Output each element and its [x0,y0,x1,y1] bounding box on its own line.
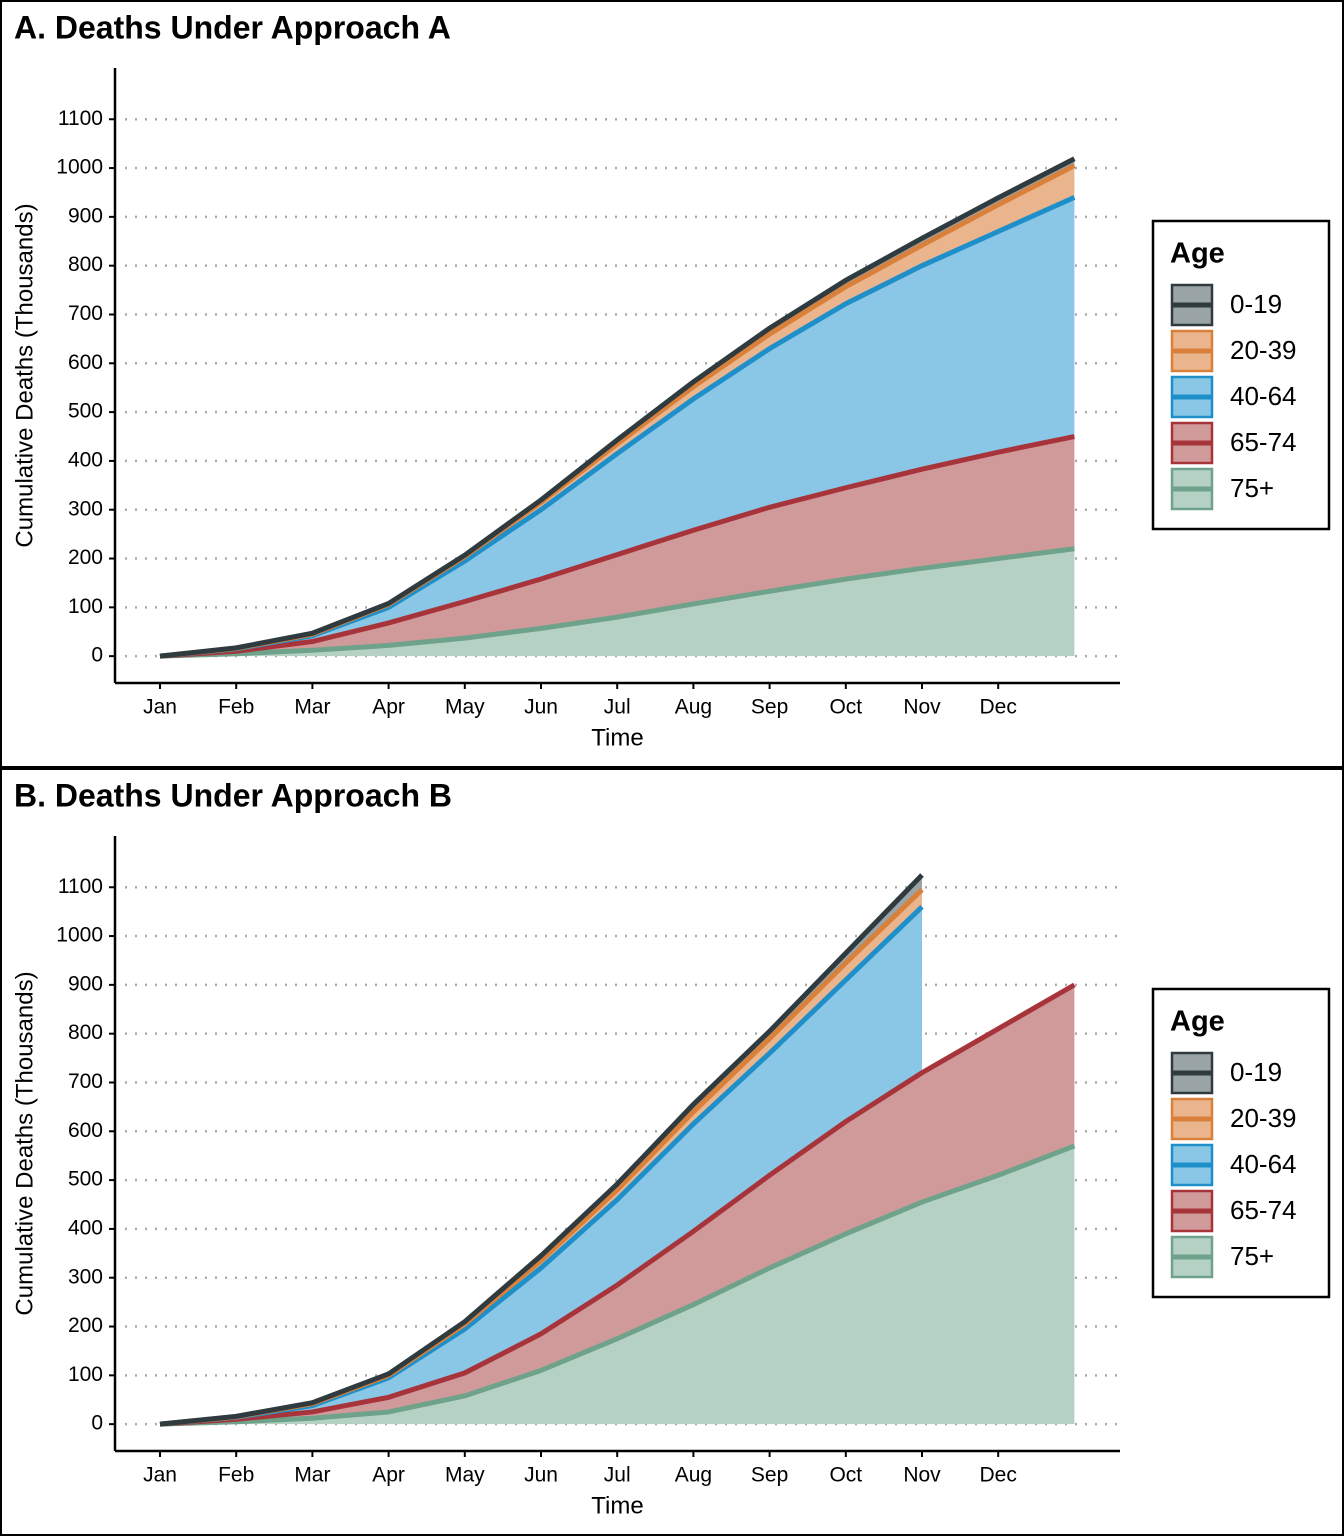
x-tick-label: Nov [903,696,941,719]
legend-title: Age [1170,1006,1225,1038]
y-tick-label: 700 [68,302,103,325]
panel: B. Deaths Under Approach B 0 100 200 300 400 5… [0,768,1344,1536]
legend-title: Age [1170,238,1225,270]
y-tick-label: 400 [68,1216,103,1239]
y-tick-label: 1000 [56,156,103,179]
y-tick-label: 0 [91,1412,103,1435]
chart-title: A. Deaths Under Approach A [14,9,451,45]
panel: A. Deaths Under Approach A 0 100 200 300 400 5… [0,0,1344,768]
y-tick-label: 100 [68,595,103,618]
y-tick-label: 1100 [58,107,103,130]
legend-label: 75+ [1230,1241,1274,1271]
x-tick-label: Jul [604,1464,631,1487]
x-tick-label: Aug [675,696,712,719]
legend-label: 65-74 [1230,427,1297,457]
x-tick-label: Jan [143,1464,177,1487]
legend-label: 0-19 [1230,1057,1282,1087]
legend-label: 40-64 [1230,381,1297,411]
series-line [159,156,1076,659]
x-tick-label: Dec [980,1464,1017,1487]
y-tick-label: 500 [68,1168,103,1191]
legend-label: 65-74 [1230,1195,1297,1225]
panel-border [0,768,1344,1536]
legend-label: 20-39 [1230,1103,1297,1133]
y-tick-label: 1000 [56,924,103,947]
x-tick-label: Sep [751,696,788,719]
y-axis-label: Cumulative Deaths (Thousands) [11,203,38,547]
x-tick-label: May [445,696,485,719]
x-tick-label: Mar [294,1464,330,1487]
y-tick-label: 200 [68,546,103,569]
x-tick-label: Sep [751,1464,788,1487]
y-tick-label: 100 [68,1363,103,1386]
y-tick-label: 300 [68,497,103,520]
area [160,548,1075,657]
area [160,906,922,1425]
legend-label: 75+ [1230,473,1274,503]
area [160,436,1075,657]
y-tick-label: 0 [91,644,103,667]
y-tick-label: 400 [68,448,103,471]
y-tick-label: 700 [68,1070,103,1093]
series-line [159,1143,1076,1427]
y-tick-label: 600 [68,1119,103,1142]
chart-title: B. Deaths Under Approach B [14,777,452,813]
y-tick-label: 500 [68,400,103,423]
x-tick-label: Apr [372,696,405,719]
x-tick-label: Oct [829,1464,862,1487]
y-axis-label: Cumulative Deaths (Thousands) [11,971,38,1315]
series-line [159,546,1075,659]
x-tick-label: Jul [604,696,631,719]
y-tick-label: 300 [68,1265,103,1288]
x-tick-label: Aug [675,1464,712,1487]
y-tick-label: 800 [68,253,103,276]
y-tick-label: 800 [68,1021,103,1044]
x-tick-label: Jan [143,696,177,719]
x-tick-label: Nov [903,1464,941,1487]
area [160,1145,1075,1425]
x-tick-label: May [445,1464,485,1487]
legend-box [1151,987,1331,1299]
y-tick-label: 900 [68,204,103,227]
series-line [159,982,1076,1427]
x-tick-label: Apr [372,1464,405,1487]
x-axis-label: Time [591,724,643,751]
series-line [159,434,1075,659]
legend-label: 40-64 [1230,1149,1297,1179]
x-axis-label: Time [591,1492,643,1519]
y-tick-label: 1100 [58,875,103,898]
x-tick-label: Jun [524,696,558,719]
y-tick-label: 200 [68,1314,103,1337]
area [160,197,1075,657]
x-tick-label: Dec [980,696,1017,719]
x-tick-label: Feb [218,696,254,719]
y-tick-label: 600 [68,351,103,374]
series-line [159,873,924,1427]
x-tick-label: Jun [524,1464,558,1487]
legend-label: 20-39 [1230,335,1297,365]
legend-label: 0-19 [1230,289,1282,319]
x-tick-label: Mar [294,696,330,719]
x-tick-label: Feb [218,1464,254,1487]
x-tick-label: Oct [829,696,862,719]
y-tick-label: 900 [68,972,103,995]
panel-border [0,0,1344,768]
